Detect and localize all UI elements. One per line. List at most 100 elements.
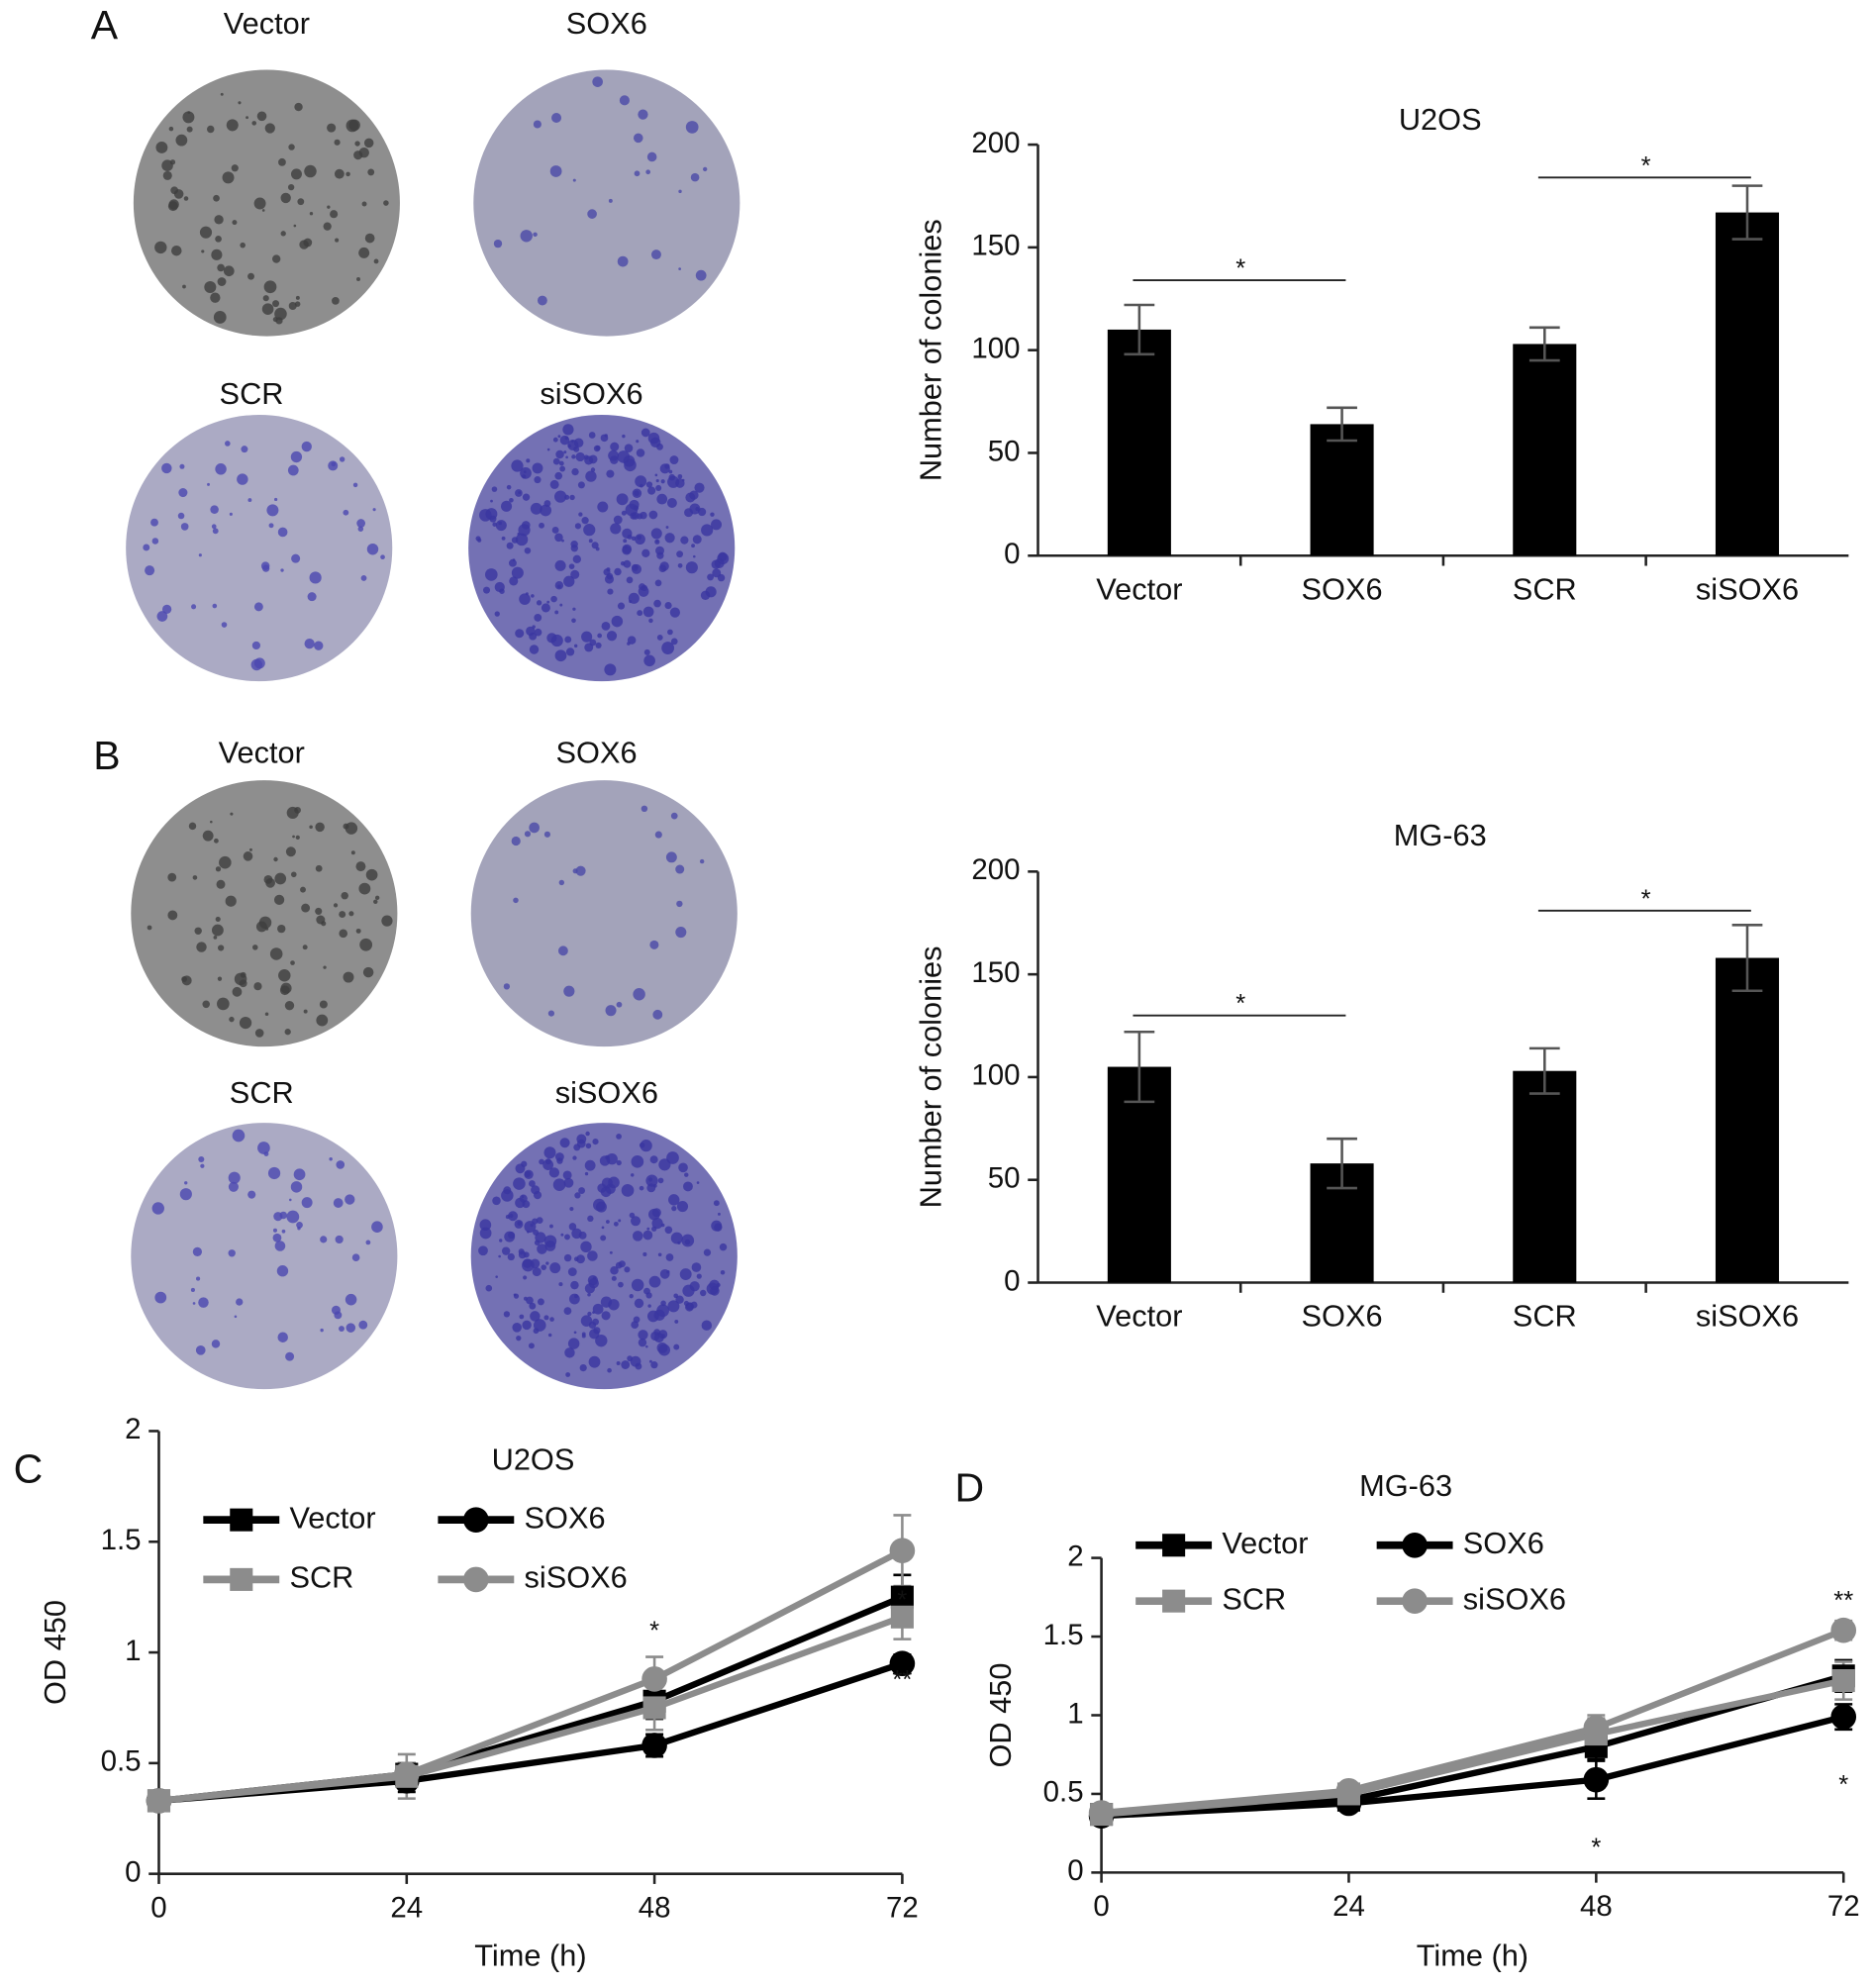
colony: [523, 470, 527, 473]
colony: [572, 178, 576, 182]
significance-label: **: [1833, 1587, 1853, 1615]
colony: [274, 872, 287, 885]
y-tick-label: 0.5: [1043, 1776, 1084, 1809]
colony: [515, 1197, 526, 1209]
colony: [348, 911, 354, 917]
significance-label: *: [897, 1586, 907, 1614]
colony: [567, 1267, 577, 1277]
colony: [504, 1231, 516, 1242]
photo-label: Vector: [224, 6, 310, 41]
colony: [198, 553, 202, 557]
colony: [266, 504, 279, 517]
x-tick-label: 48: [1580, 1890, 1613, 1923]
y-tick-label: 1: [125, 1635, 141, 1667]
colony: [700, 1289, 707, 1297]
colony: [345, 119, 359, 133]
colony: [327, 123, 337, 133]
colony: [274, 1241, 286, 1251]
colony: [610, 442, 620, 451]
colony: [341, 891, 348, 900]
colony: [572, 607, 576, 611]
colony: [213, 194, 220, 202]
colony: [568, 1293, 580, 1305]
colony: [673, 1343, 680, 1350]
colony: [677, 1241, 681, 1245]
colony: [155, 142, 168, 153]
colony: [226, 119, 239, 132]
colony: [554, 490, 567, 503]
colony: [357, 526, 364, 532]
colony: [319, 1000, 328, 1009]
x-tick-label: Vector: [1096, 571, 1182, 606]
colony: [508, 1211, 519, 1222]
colony: [290, 960, 295, 965]
colony: [699, 858, 705, 864]
legend-marker: [1162, 1589, 1186, 1613]
colony: [161, 462, 172, 474]
colony: [154, 241, 167, 254]
colony: [512, 1323, 522, 1333]
colony: [530, 502, 542, 515]
colony: [664, 1226, 673, 1235]
colony: [217, 944, 225, 951]
colony: [334, 139, 341, 146]
colony: [617, 602, 626, 610]
colony: [648, 1275, 661, 1288]
colony: [616, 493, 629, 506]
colony: [563, 575, 575, 587]
colony: [343, 509, 349, 516]
colony: [600, 1235, 607, 1242]
colony: [170, 186, 179, 195]
colony: [549, 1224, 553, 1229]
colony: [513, 1177, 526, 1190]
colony: [238, 101, 242, 105]
colony: [513, 897, 519, 904]
colony: [359, 938, 373, 951]
colony: [584, 1171, 589, 1176]
colony: [269, 947, 283, 960]
colony: [339, 1326, 345, 1333]
colony: [334, 168, 345, 179]
colony: [552, 457, 560, 465]
colony: [645, 1344, 648, 1348]
colony: [562, 424, 574, 436]
colony: [610, 455, 619, 464]
colony: [549, 165, 562, 177]
colony: [606, 469, 615, 478]
colony: [652, 1009, 663, 1020]
colony: [551, 112, 562, 124]
colony: [354, 141, 360, 147]
colony: [546, 600, 550, 604]
colony: [478, 1245, 488, 1256]
colony: [691, 544, 696, 548]
colony: [295, 835, 300, 840]
colony: [380, 554, 385, 560]
colony: [273, 894, 285, 906]
colony: [549, 1317, 554, 1322]
colony: [212, 528, 219, 535]
colony: [633, 988, 645, 1001]
colony: [178, 488, 188, 498]
colony: [670, 1232, 683, 1244]
colony: [669, 455, 679, 465]
colony: [500, 500, 513, 512]
chart-title: U2OS: [1399, 102, 1482, 137]
colony: [588, 539, 593, 544]
colony: [184, 1181, 188, 1185]
colony: [246, 116, 249, 120]
colony: [383, 200, 389, 206]
point: [1831, 1669, 1855, 1693]
colony: [656, 551, 664, 559]
colony: [345, 1293, 357, 1306]
colony: [345, 822, 358, 835]
colony: [695, 269, 707, 281]
colony: [181, 975, 192, 986]
colony: [529, 1302, 537, 1310]
colony: [601, 1226, 605, 1230]
colony: [581, 517, 589, 525]
colony: [610, 1265, 619, 1275]
colony: [290, 1181, 303, 1193]
colony: [622, 546, 632, 555]
